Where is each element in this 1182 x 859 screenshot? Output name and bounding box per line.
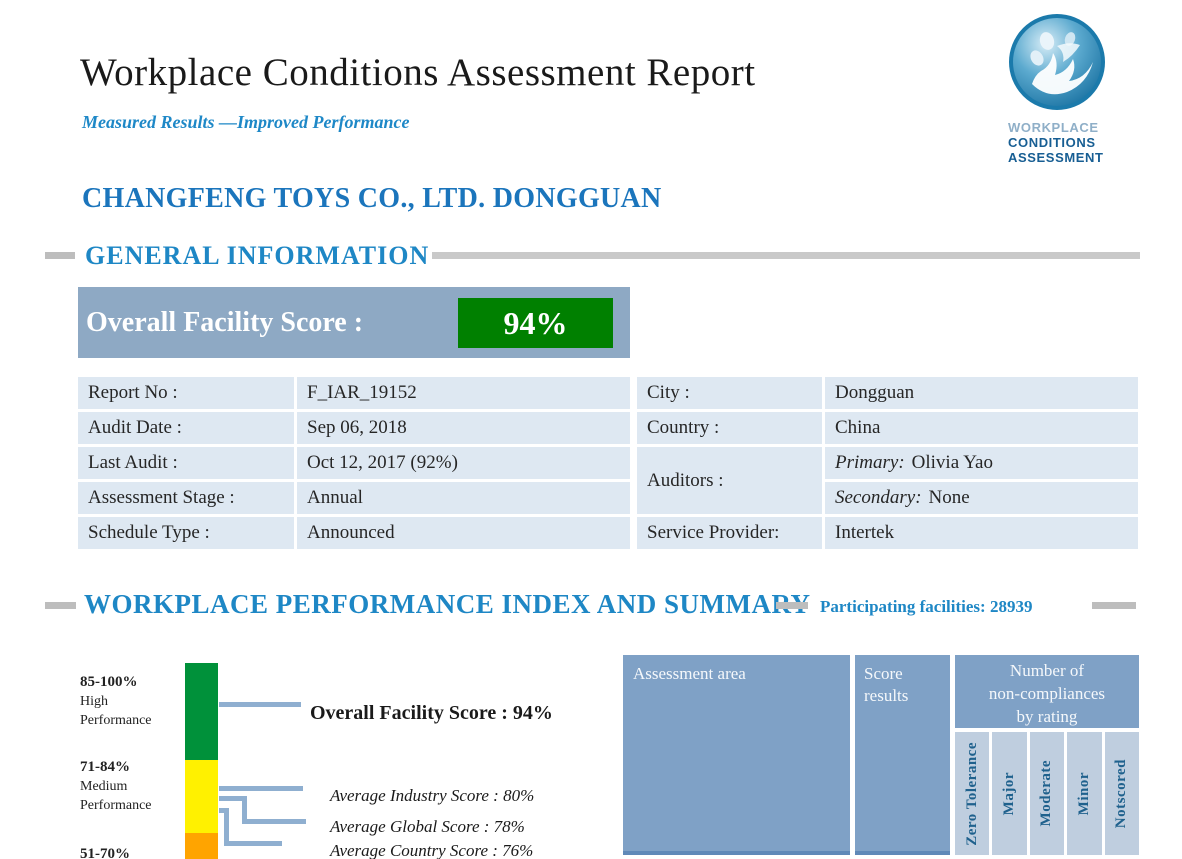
info-label: Audit Date :: [78, 412, 294, 444]
band-label-medium: 71-84% Medium Performance: [80, 758, 178, 815]
band-range: 85-100%: [80, 674, 138, 690]
overall-score-value: 94%: [458, 298, 613, 348]
section-dash: [45, 602, 76, 609]
page-title: Workplace Conditions Assessment Report: [80, 51, 756, 94]
callout-line-country: [224, 841, 282, 846]
band-label-low: 51-70%: [80, 845, 178, 859]
logo-line-workplace: WORKPLACE: [1008, 120, 1099, 135]
band-name: High Performance: [80, 694, 152, 728]
section-title-general-information: GENERAL INFORMATION: [85, 241, 430, 270]
section-rule: [432, 252, 1140, 259]
info-label: Service Provider:: [637, 517, 822, 549]
info-label: Last Audit :: [78, 447, 294, 479]
rating-column-notscored: Notscored: [1104, 732, 1139, 855]
average-global-score-text: Average Global Score : 78%: [330, 817, 525, 836]
band-name: Medium Performance: [80, 779, 152, 813]
callout-line-industry: [219, 786, 303, 791]
average-industry-score-text: Average Industry Score : 80%: [330, 786, 535, 805]
auditor-secondary-prefix: Secondary:: [835, 487, 922, 508]
logo-line-assessment: ASSESSMENT: [1008, 150, 1104, 165]
participating-facilities: Participating facilities: 28939: [820, 597, 1033, 616]
info-value: Annual: [297, 482, 630, 514]
wca-logo: WORKPLACE CONDITIONS ASSESSMENT: [1002, 12, 1118, 165]
info-value: Intertek: [825, 517, 1138, 549]
info-value: China: [825, 412, 1138, 444]
band-medium-performance: [185, 760, 218, 833]
section-title-performance-index: WORKPLACE PERFORMANCE INDEX AND SUMMARY: [84, 589, 811, 619]
section-dash: [776, 602, 808, 609]
info-label: Assessment Stage :: [78, 482, 294, 514]
overall-score-label: Overall Facility Score :: [86, 306, 364, 338]
general-info-table-right: City : Dongguan Country : China Auditors…: [637, 377, 1138, 549]
rating-subcolumns: Zero Tolerance Major Moderate Minor Nots…: [955, 732, 1139, 855]
wca-logo-icon: [1009, 14, 1105, 110]
logo-line-conditions: CONDITIONS: [1008, 135, 1096, 150]
auditor-primary-name: Olivia Yao: [911, 452, 993, 473]
callout-line-country: [224, 808, 229, 846]
callout-line-global: [242, 819, 306, 824]
band-low-performance: [185, 833, 218, 859]
callout-line-global: [242, 796, 247, 824]
average-country-score-text: Average Country Score : 76%: [330, 841, 534, 859]
auditor-primary-prefix: Primary:: [835, 452, 905, 473]
rating-column-zero-tolerance: Zero Tolerance: [955, 732, 990, 855]
band-label-high: 85-100% High Performance: [80, 673, 178, 730]
column-header-noncompliances: Number of non-compliances by rating: [955, 655, 1139, 728]
info-label: City :: [637, 377, 822, 409]
callout-line-global: [219, 796, 247, 801]
wca-logo-text: WORKPLACE CONDITIONS ASSESSMENT: [1002, 120, 1118, 165]
page-subtitle: Measured Results —Improved Performance: [82, 112, 410, 132]
info-label: Country :: [637, 412, 822, 444]
info-value: Sep 06, 2018: [297, 412, 630, 444]
info-value-auditor-secondary: Secondary: None: [825, 482, 1138, 514]
section-dash: [45, 252, 75, 259]
info-value: Oct 12, 2017 (92%): [297, 447, 630, 479]
overall-score-banner: Overall Facility Score : 94%: [78, 287, 630, 358]
info-label: Report No :: [78, 377, 294, 409]
info-label-auditors: Auditors :: [637, 447, 822, 514]
rating-column-minor: Minor: [1067, 732, 1102, 855]
band-range: 71-84%: [80, 759, 130, 775]
general-info-table-left: Report No : F_IAR_19152 Audit Date : Sep…: [78, 377, 630, 549]
info-value: Dongguan: [825, 377, 1138, 409]
company-name: CHANGFENG TOYS CO., LTD. DONGGUAN: [82, 183, 662, 214]
column-header-assessment-area: Assessment area: [623, 655, 850, 855]
rating-column-major: Major: [992, 732, 1027, 855]
overall-facility-score-text: Overall Facility Score : 94%: [310, 702, 553, 724]
column-header-score-results: Score results: [855, 655, 950, 855]
info-value-auditor-primary: Primary: Olivia Yao: [825, 447, 1138, 479]
info-value: Announced: [297, 517, 630, 549]
info-label: Schedule Type :: [78, 517, 294, 549]
auditor-secondary-name: None: [928, 487, 970, 508]
section-dash: [1092, 602, 1136, 609]
band-high-performance: [185, 663, 218, 760]
info-value: F_IAR_19152: [297, 377, 630, 409]
rating-column-moderate: Moderate: [1029, 732, 1065, 855]
band-range: 51-70%: [80, 846, 130, 859]
callout-line-overall: [219, 702, 301, 707]
